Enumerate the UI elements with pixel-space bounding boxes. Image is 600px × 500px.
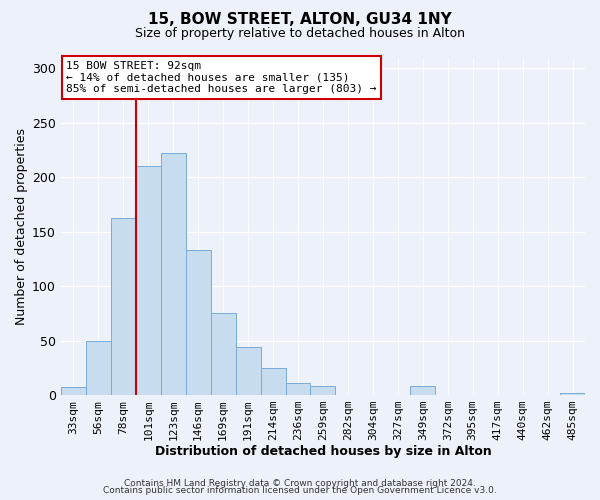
X-axis label: Distribution of detached houses by size in Alton: Distribution of detached houses by size … xyxy=(155,444,491,458)
Bar xyxy=(286,383,310,395)
Bar xyxy=(211,314,236,395)
Text: Contains HM Land Registry data © Crown copyright and database right 2024.: Contains HM Land Registry data © Crown c… xyxy=(124,478,476,488)
Text: 15 BOW STREET: 92sqm
← 14% of detached houses are smaller (135)
85% of semi-deta: 15 BOW STREET: 92sqm ← 14% of detached h… xyxy=(66,61,377,94)
Bar xyxy=(86,340,111,395)
Text: Size of property relative to detached houses in Alton: Size of property relative to detached ho… xyxy=(135,28,465,40)
Bar xyxy=(185,250,211,395)
Bar xyxy=(560,393,585,395)
Bar xyxy=(161,154,185,395)
Text: Contains public sector information licensed under the Open Government Licence v3: Contains public sector information licen… xyxy=(103,486,497,495)
Bar xyxy=(310,386,335,395)
Bar xyxy=(260,368,286,395)
Y-axis label: Number of detached properties: Number of detached properties xyxy=(15,128,28,324)
Text: 15, BOW STREET, ALTON, GU34 1NY: 15, BOW STREET, ALTON, GU34 1NY xyxy=(148,12,452,28)
Bar xyxy=(111,218,136,395)
Bar xyxy=(410,386,435,395)
Bar xyxy=(136,166,161,395)
Bar xyxy=(61,388,86,395)
Bar xyxy=(236,347,260,395)
